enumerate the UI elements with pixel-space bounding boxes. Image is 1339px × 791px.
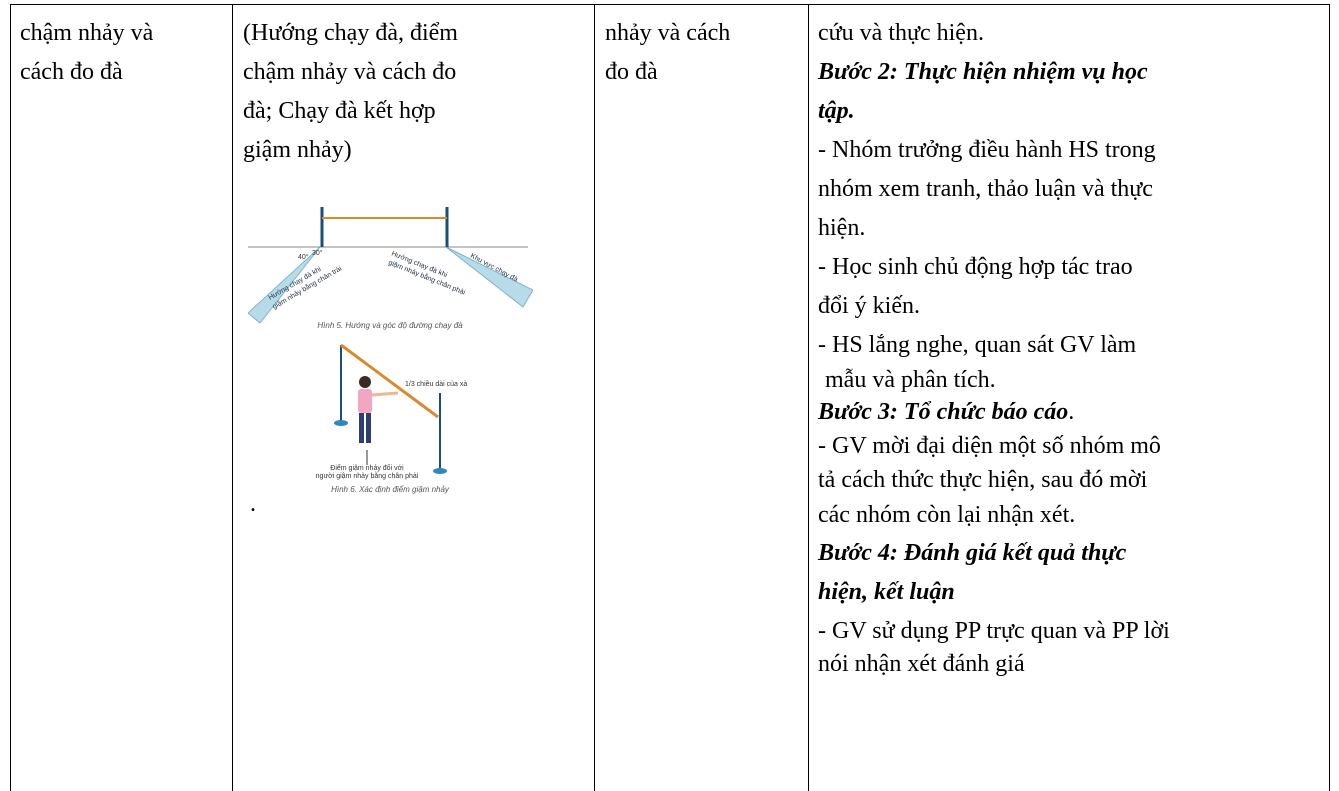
cell-line: cách đo đà [20, 59, 123, 85]
figure-text: 40° [298, 253, 309, 261]
cell-line: đà; Chạy đà kết hợp [243, 98, 436, 124]
figure-text: Điểm giậm nhảy đối với [330, 463, 404, 472]
cell-line: giậm nhảy) [243, 137, 352, 163]
figure-text: 1/3 chiều dài của xà [405, 379, 467, 388]
cell-line: chậm nhảy và [20, 20, 154, 46]
step-heading: Bước 2: Thực hiện nhiệm vụ học [818, 59, 1148, 85]
cell-line: - GV mời đại diện một số nhóm mô [818, 433, 1161, 459]
punctuation: . [1068, 399, 1075, 425]
person-leg [359, 413, 364, 443]
cell-line: hiện. [818, 215, 866, 241]
table-border [10, 4, 1330, 5]
step-heading: Bước 3: Tổ chức báo cáo [818, 399, 1069, 425]
post-base [433, 468, 447, 474]
cell-line: - Học sinh chủ động hợp tác trao [818, 254, 1133, 280]
table-border [594, 4, 595, 791]
figure-text: người giậm nhảy bằng chân phải [316, 471, 419, 480]
person-body [358, 389, 372, 413]
person-leg [366, 413, 371, 443]
cell-line: nhóm xem tranh, thảo luận và thực [818, 176, 1153, 202]
person-arm [371, 391, 399, 397]
table-border [10, 4, 11, 791]
cell-line: (Hướng chạy đà, điểm [243, 20, 458, 46]
step-heading: tập. [818, 98, 855, 124]
figure-text: 30° [312, 249, 323, 257]
crossbar [340, 343, 439, 419]
figure: 40° 30° Hướng chạy đà khi giậm nhảy bằng… [248, 207, 533, 494]
cell-line: - HS lắng nghe, quan sát GV làm [818, 332, 1137, 358]
table-border [1329, 4, 1330, 791]
cell-line: . [250, 491, 256, 517]
table-border [232, 4, 233, 791]
cell-line: - GV sử dụng PP trực quan và PP lời [818, 618, 1170, 644]
step-heading: Bước 4: Đánh giá kết quả thực [818, 540, 1127, 566]
figure-caption: Hình 6. Xác định điểm giậm nhảy [331, 485, 450, 494]
step-line: Bước 3: Tổ chức báo cáo. [818, 398, 1074, 426]
figure-caption: Hình 5. Hướng và góc độ đường chạy đà [317, 321, 463, 330]
cell-line: mẫu và phân tích. [825, 367, 996, 393]
cell-line: tả cách thức thực hiện, sau đó mời [818, 467, 1148, 493]
cell-line: đổi ý kiến. [818, 293, 920, 319]
cell-line: chậm nhảy và cách đo [243, 59, 457, 85]
cell-line: đo đà [605, 59, 658, 85]
run-zone [248, 246, 321, 324]
step-heading: hiện, kết luận [818, 579, 955, 605]
cell-line: - Nhóm trưởng điều hành HS trong [818, 137, 1156, 163]
cell-line: nói nhận xét đánh giá [818, 651, 1025, 677]
cell-line: các nhóm còn lại nhận xét. [818, 502, 1076, 528]
run-zone [445, 246, 533, 308]
cell-line: cứu và thực hiện. [818, 20, 984, 46]
cell-line: nhảy và cách [605, 20, 731, 46]
table-border [808, 4, 809, 791]
post-base [334, 420, 348, 426]
person-head [359, 376, 371, 388]
